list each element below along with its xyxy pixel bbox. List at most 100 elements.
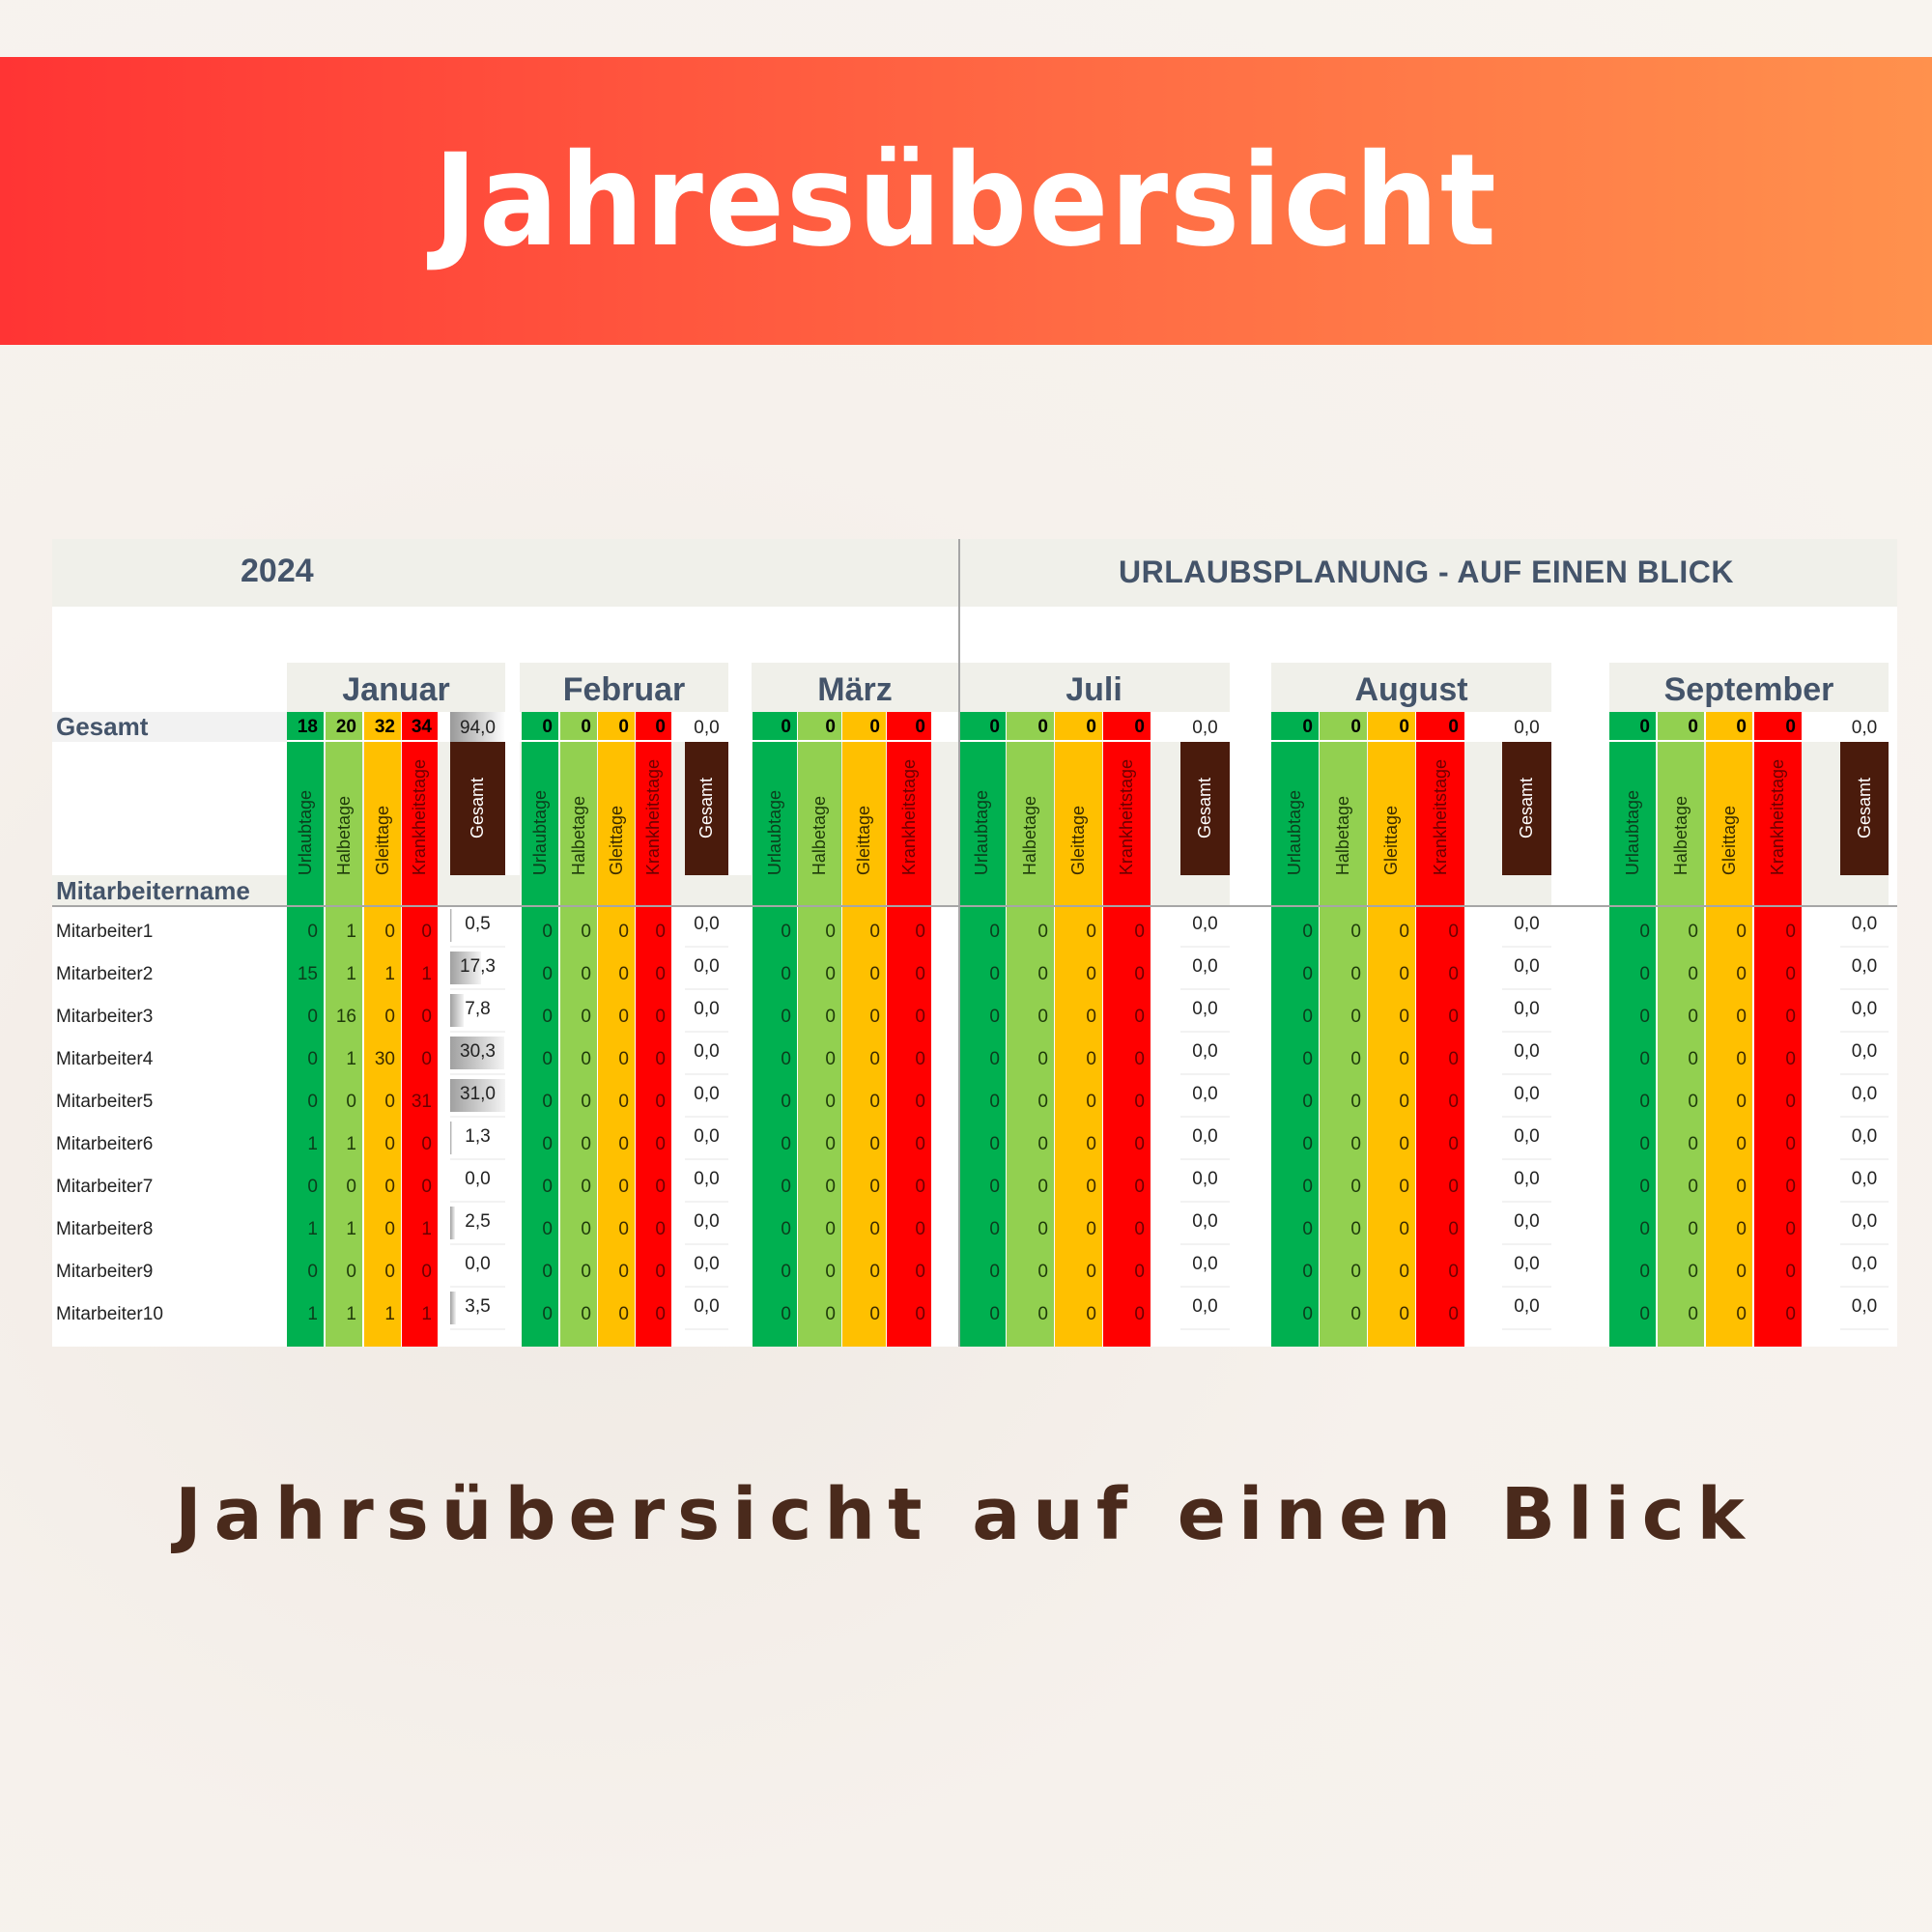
gesamt-cell[interactable]: 31,0	[450, 1077, 505, 1118]
day-count-cell[interactable]: 0	[869, 1262, 880, 1282]
day-count-cell[interactable]: 0	[1302, 1177, 1313, 1197]
gesamt-cell[interactable]: 0,0	[1180, 950, 1230, 990]
day-count-cell[interactable]: 0	[869, 964, 880, 984]
day-count-cell[interactable]: 0	[1448, 1262, 1459, 1282]
category-total[interactable]: 0	[887, 712, 931, 742]
day-count-cell[interactable]: 0	[542, 1304, 553, 1324]
day-count-cell[interactable]: 0	[1086, 1304, 1096, 1324]
day-count-cell[interactable]: 0	[1785, 1304, 1796, 1324]
gesamt-cell[interactable]: 0,0	[685, 992, 728, 1033]
day-count-cell[interactable]: 0	[1736, 1134, 1747, 1154]
day-count-cell[interactable]: 0	[1134, 922, 1145, 942]
gesamt-cell[interactable]: 0,0	[685, 907, 728, 948]
day-count-cell[interactable]: 0	[421, 1049, 432, 1069]
day-count-cell[interactable]: 0	[384, 922, 395, 942]
gesamt-cell[interactable]: 0,0	[685, 1035, 728, 1075]
day-count-cell[interactable]: 0	[618, 1219, 629, 1239]
day-count-cell[interactable]: 0	[781, 1262, 791, 1282]
day-count-cell[interactable]: 0	[1448, 1134, 1459, 1154]
day-count-cell[interactable]: 0	[1302, 922, 1313, 942]
day-count-cell[interactable]: 0	[1688, 964, 1698, 984]
category-total[interactable]: 0	[560, 712, 597, 742]
day-count-cell[interactable]: 0	[1736, 1092, 1747, 1112]
day-count-cell[interactable]: 0	[1086, 1134, 1096, 1154]
day-count-cell[interactable]: 0	[307, 1049, 318, 1069]
gesamt-cell[interactable]: 0,5	[450, 907, 505, 948]
day-count-cell[interactable]: 0	[915, 1177, 925, 1197]
category-total[interactable]: 0	[842, 712, 886, 742]
day-count-cell[interactable]: 0	[1086, 1262, 1096, 1282]
day-count-cell[interactable]: 0	[1302, 1049, 1313, 1069]
gesamt-cell[interactable]: 0,0	[1502, 1290, 1551, 1330]
day-count-cell[interactable]: 0	[1688, 1007, 1698, 1027]
day-count-cell[interactable]: 0	[618, 1177, 629, 1197]
day-count-cell[interactable]: 0	[1639, 1007, 1650, 1027]
day-count-cell[interactable]: 0	[825, 1092, 836, 1112]
employee-name[interactable]: Mitarbeiter8	[56, 1219, 154, 1239]
day-count-cell[interactable]: 0	[781, 1177, 791, 1197]
day-count-cell[interactable]: 0	[869, 1049, 880, 1069]
day-count-cell[interactable]: 0	[1086, 1092, 1096, 1112]
day-count-cell[interactable]: 0	[1688, 1049, 1698, 1069]
day-count-cell[interactable]: 0	[542, 1219, 553, 1239]
day-count-cell[interactable]: 0	[1302, 1007, 1313, 1027]
gesamt-cell[interactable]: 0,0	[1180, 1120, 1230, 1160]
gesamt-cell[interactable]: 0,0	[1502, 1077, 1551, 1118]
day-count-cell[interactable]: 0	[1037, 964, 1048, 984]
gesamt-cell[interactable]: 0,0	[685, 1077, 728, 1118]
day-count-cell[interactable]: 0	[1399, 1177, 1409, 1197]
day-count-cell[interactable]: 0	[618, 1007, 629, 1027]
day-count-cell[interactable]: 0	[421, 1007, 432, 1027]
day-count-cell[interactable]: 0	[1399, 1007, 1409, 1027]
gesamt-cell[interactable]: 0,0	[1840, 1035, 1889, 1075]
day-count-cell[interactable]: 0	[542, 1092, 553, 1112]
gesamt-cell[interactable]: 0,0	[1840, 1290, 1889, 1330]
day-count-cell[interactable]: 0	[384, 1134, 395, 1154]
day-count-cell[interactable]: 0	[655, 1304, 666, 1324]
day-count-cell[interactable]: 0	[1399, 1219, 1409, 1239]
day-count-cell[interactable]: 0	[825, 1007, 836, 1027]
day-count-cell[interactable]: 0	[618, 964, 629, 984]
day-count-cell[interactable]: 0	[825, 1134, 836, 1154]
day-count-cell[interactable]: 0	[1639, 922, 1650, 942]
day-count-cell[interactable]: 0	[1302, 1219, 1313, 1239]
day-count-cell[interactable]: 0	[1448, 922, 1459, 942]
day-count-cell[interactable]: 0	[1448, 1049, 1459, 1069]
gesamt-cell[interactable]: 0,0	[450, 1162, 505, 1203]
day-count-cell[interactable]: 0	[989, 1219, 1000, 1239]
day-count-cell[interactable]: 0	[1037, 1304, 1048, 1324]
day-count-cell[interactable]: 0	[1037, 922, 1048, 942]
day-count-cell[interactable]: 0	[1736, 1219, 1747, 1239]
day-count-cell[interactable]: 16	[335, 1007, 356, 1027]
day-count-cell[interactable]: 0	[655, 1262, 666, 1282]
category-total[interactable]: 0	[1416, 712, 1464, 742]
gesamt-cell[interactable]: 0,0	[1840, 1247, 1889, 1288]
day-count-cell[interactable]: 0	[581, 1092, 591, 1112]
day-count-cell[interactable]: 0	[618, 1092, 629, 1112]
day-count-cell[interactable]: 0	[655, 964, 666, 984]
day-count-cell[interactable]: 0	[1785, 1092, 1796, 1112]
day-count-cell[interactable]: 0	[1350, 1219, 1361, 1239]
day-count-cell[interactable]: 0	[1086, 1177, 1096, 1197]
gesamt-cell[interactable]: 0,0	[685, 950, 728, 990]
gesamt-cell[interactable]: 0,0	[1840, 1077, 1889, 1118]
gesamt-cell[interactable]: 0,0	[1840, 950, 1889, 990]
day-count-cell[interactable]: 0	[1639, 1049, 1650, 1069]
day-count-cell[interactable]: 0	[781, 1049, 791, 1069]
day-count-cell[interactable]: 0	[989, 922, 1000, 942]
day-count-cell[interactable]: 0	[307, 1007, 318, 1027]
employee-name[interactable]: Mitarbeiter1	[56, 922, 154, 942]
day-count-cell[interactable]: 0	[581, 1007, 591, 1027]
gesamt-cell[interactable]: 30,3	[450, 1035, 505, 1075]
day-count-cell[interactable]: 0	[1350, 922, 1361, 942]
day-count-cell[interactable]: 0	[781, 1007, 791, 1027]
day-count-cell[interactable]: 0	[825, 1262, 836, 1282]
gesamt-total[interactable]: 0,0	[1502, 712, 1551, 742]
employee-name[interactable]: Mitarbeiter9	[56, 1262, 154, 1282]
category-total[interactable]: 0	[1320, 712, 1367, 742]
category-total[interactable]: 34	[402, 712, 438, 742]
day-count-cell[interactable]: 0	[1448, 1304, 1459, 1324]
category-total[interactable]: 0	[1706, 712, 1752, 742]
day-count-cell[interactable]: 1	[346, 964, 356, 984]
day-count-cell[interactable]: 0	[781, 922, 791, 942]
